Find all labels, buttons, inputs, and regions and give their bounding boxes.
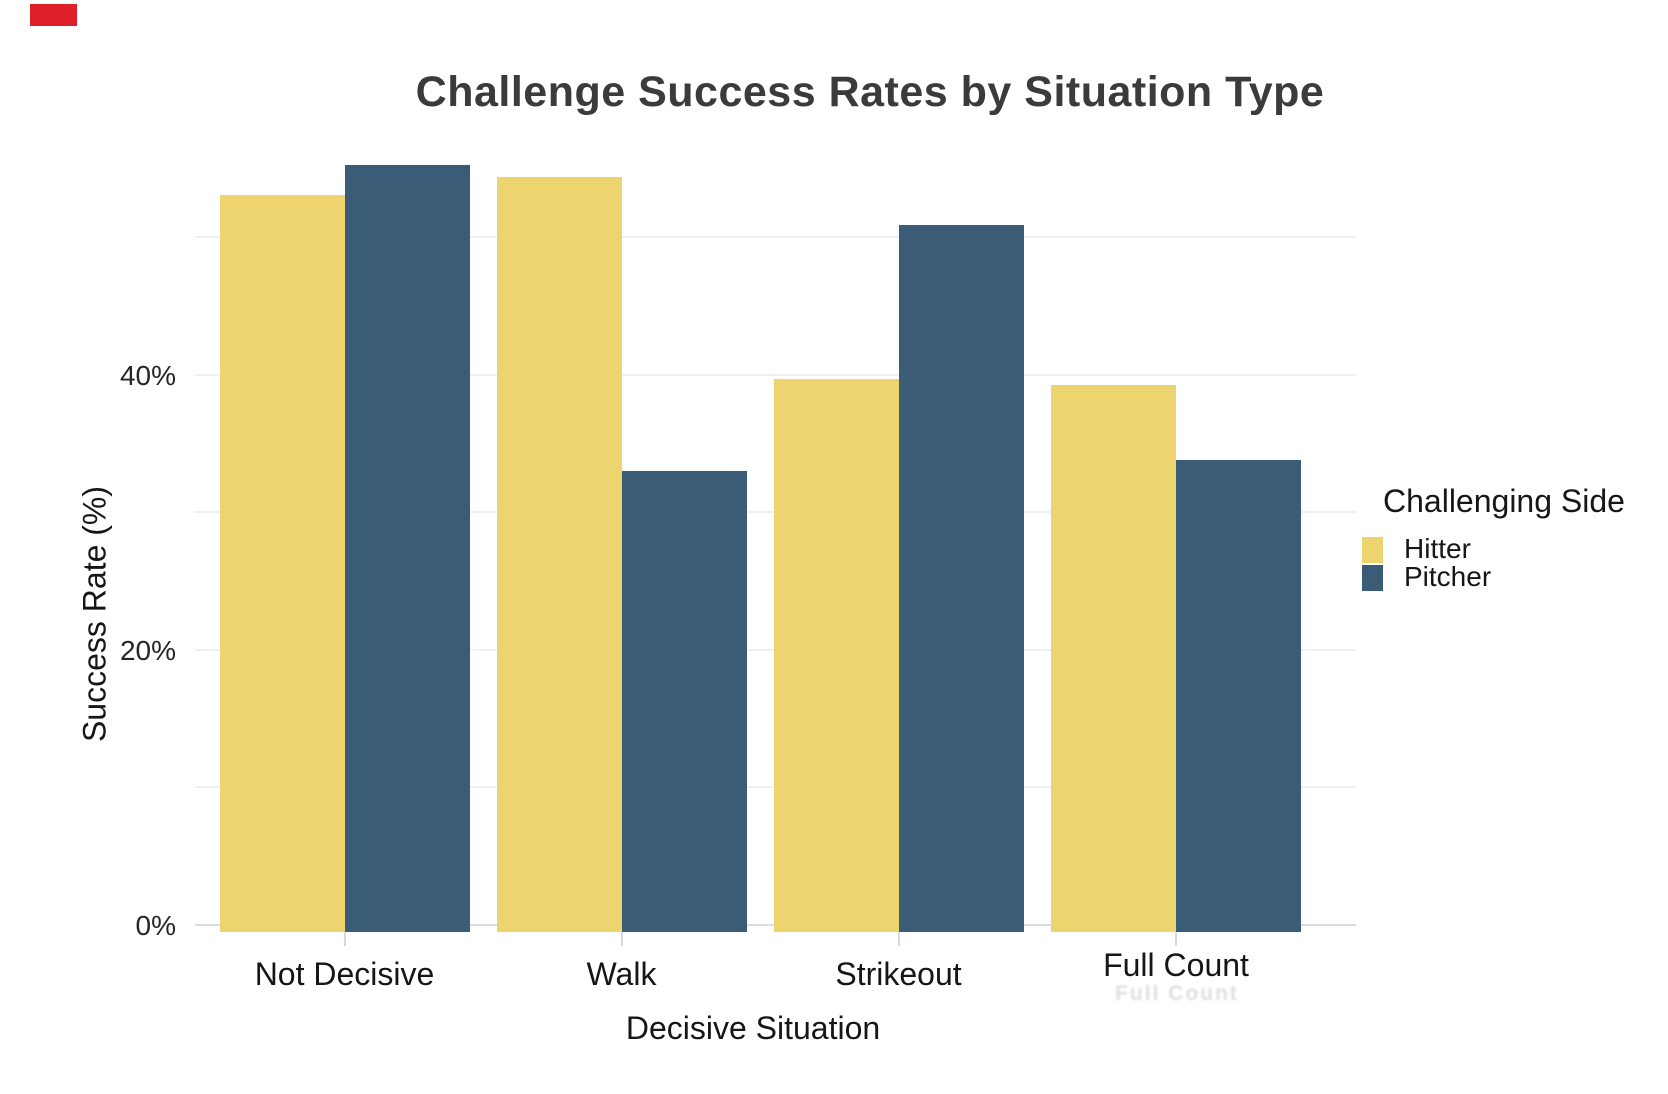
red-annotation-box <box>30 4 77 26</box>
bar-pitcher-not-decisive <box>344 164 470 932</box>
legend-title: Challenging Side <box>1383 483 1625 519</box>
bar-hitter-strikeout <box>773 379 899 932</box>
bar-pitcher-full-count <box>1176 460 1301 932</box>
chart-title: Challenge Success Rates by Situation Typ… <box>415 68 1325 116</box>
category-label-walk: Walk <box>586 956 657 992</box>
bar-hitter-not-decisive <box>219 194 345 932</box>
y-axis-title: Success Rate (%) <box>76 485 113 743</box>
legend-swatch-hitter <box>1362 537 1383 563</box>
bar-hitter-full-count <box>1051 384 1176 932</box>
gridline <box>195 373 1356 376</box>
y-tick-label: 0% <box>135 909 176 941</box>
category-label-strikeout: Strikeout <box>835 956 962 992</box>
ghost-label: Full Count <box>1115 982 1239 1005</box>
x-tick <box>343 932 346 946</box>
y-tick-label: 20% <box>119 634 176 666</box>
x-tick <box>897 932 900 946</box>
bar-pitcher-walk <box>621 471 747 932</box>
bar-hitter-walk <box>496 176 622 932</box>
legend-label-pitcher: Pitcher <box>1404 561 1492 592</box>
x-tick <box>620 932 623 946</box>
y-tick-label: 40% <box>119 359 176 391</box>
x-tick <box>1175 932 1177 946</box>
legend-swatch-pitcher <box>1362 565 1383 591</box>
bar-pitcher-strikeout <box>898 225 1024 932</box>
legend-label-hitter: Hitter <box>1404 533 1471 564</box>
category-label-not-decisive: Not Decisive <box>254 956 435 992</box>
x-axis-title: Decisive Situation <box>625 1010 881 1046</box>
category-label-full-count: Full Count <box>1103 947 1249 983</box>
gridline <box>195 236 1356 238</box>
